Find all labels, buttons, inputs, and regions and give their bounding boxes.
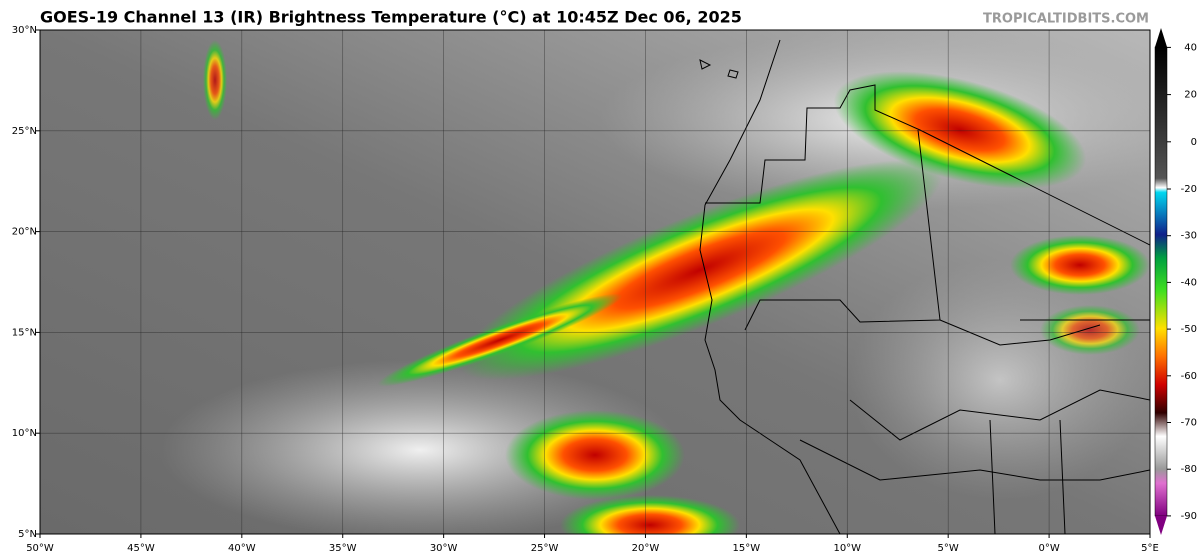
x-tick-label: 20°W (632, 543, 660, 554)
colorbar-tick-label: -30 (1181, 231, 1197, 242)
x-tick-label: 30°W (430, 543, 458, 554)
x-tick-label: 45°W (127, 543, 155, 554)
x-tick-label: 10°W (833, 543, 861, 554)
y-tick-label: 5°N (18, 529, 37, 540)
y-tick-label: 30°N (12, 25, 37, 36)
map-frame (39, 29, 1151, 535)
x-tick-label: 0°W (1038, 543, 1059, 554)
y-tick-label: 25°N (12, 126, 37, 137)
x-tick-label: 15°W (733, 543, 761, 554)
colorbar-tick-label: 0 (1191, 137, 1197, 148)
colorbar-tick-label: 40 (1184, 42, 1197, 53)
satellite-imagery (40, 30, 1150, 534)
y-tick-label: 10°N (12, 428, 37, 439)
x-tick-label: 25°W (531, 543, 559, 554)
colorbar-tick-label: -80 (1181, 464, 1197, 475)
colorbar-tick-label: -70 (1181, 418, 1197, 429)
x-tick-label: 40°W (228, 543, 256, 554)
x-tick-label: 5°E (1141, 543, 1159, 554)
colorbar-tick-label: -20 (1181, 184, 1197, 195)
colorbar-tick-label: -40 (1181, 277, 1197, 288)
x-tick-label: 50°W (26, 543, 54, 554)
x-tick-label: 5°W (938, 543, 959, 554)
x-tick-label: 35°W (329, 543, 357, 554)
y-tick-label: 15°N (12, 327, 37, 338)
colorbar-tick-label: 20 (1184, 90, 1197, 101)
y-tick-label: 20°N (12, 227, 37, 238)
colorbar (1154, 28, 1168, 535)
colorbar-tick-label: -50 (1181, 324, 1197, 335)
source: TROPICALTIDBITS.COM (983, 12, 1149, 27)
colorbar-tick-label: -60 (1181, 371, 1197, 382)
title: GOES-19 Channel 13 (IR) Brightness Tempe… (40, 8, 742, 27)
colorbar-tick-label: -90 (1181, 511, 1197, 522)
